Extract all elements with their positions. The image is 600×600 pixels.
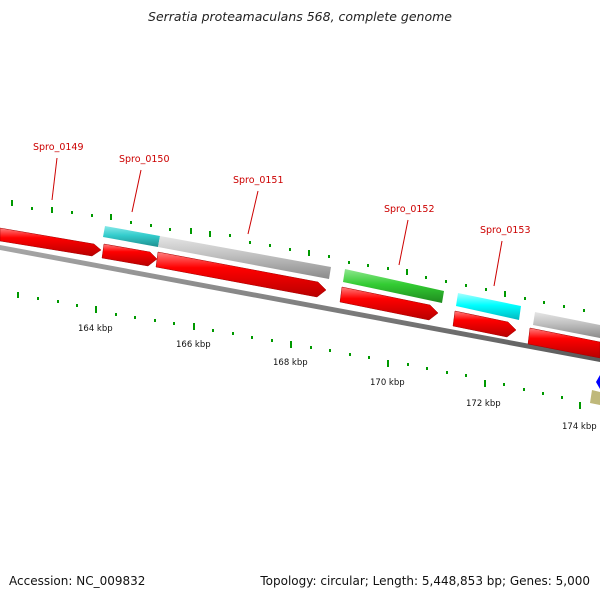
gene-label-spro-0153: Spro_0153 — [480, 225, 531, 236]
accession-label: Accession: NC_009832 — [9, 574, 146, 588]
cds-arrow-0149 — [0, 227, 102, 257]
feature-block-cyan-0153 — [456, 293, 521, 320]
scale-label-168: 168 kbp — [273, 358, 308, 368]
feature-track-outer — [103, 226, 600, 338]
feature-fragment-blue — [596, 375, 600, 389]
cds-arrow-0153 — [452, 310, 517, 338]
gene-labels: Spro_0149 Spro_0150 Spro_0151 Spro_0152 … — [33, 142, 531, 236]
gene-label-spro-0151: Spro_0151 — [233, 175, 284, 186]
feature-fragment-olive — [590, 390, 600, 405]
cds-arrow-next — [527, 327, 600, 359]
outer-tick-marks — [11, 200, 585, 312]
cds-arrow-0151 — [155, 251, 327, 298]
genome-backbone — [0, 245, 600, 362]
gene-label-leaders — [51, 157, 503, 287]
feature-block-green-0152 — [343, 269, 444, 303]
scale-label-170: 170 kbp — [370, 378, 405, 388]
scale-labels: 164 kbp 166 kbp 168 kbp 170 kbp 172 kbp … — [78, 324, 597, 432]
scale-label-172: 172 kbp — [466, 399, 501, 409]
feature-block-gray-0151 — [158, 236, 331, 279]
map-title: Serratia proteamaculans 568, complete ge… — [148, 9, 452, 24]
scale-label-164: 164 kbp — [78, 324, 113, 334]
gene-label-spro-0149: Spro_0149 — [33, 142, 84, 153]
feature-block-cyan-0150 — [103, 226, 160, 247]
cds-arrow-0152 — [339, 286, 439, 321]
inner-tick-marks — [17, 292, 581, 409]
feature-block-gray-next — [533, 312, 600, 338]
gene-label-spro-0150: Spro_0150 — [119, 154, 170, 165]
genome-summary: Topology: circular; Length: 5,448,853 bp… — [260, 574, 590, 588]
cds-track-forward — [0, 227, 600, 359]
gene-label-spro-0152: Spro_0152 — [384, 204, 435, 215]
scale-label-174: 174 kbp — [562, 422, 597, 432]
scale-label-166: 166 kbp — [176, 340, 211, 350]
cds-arrow-0150 — [101, 243, 158, 267]
